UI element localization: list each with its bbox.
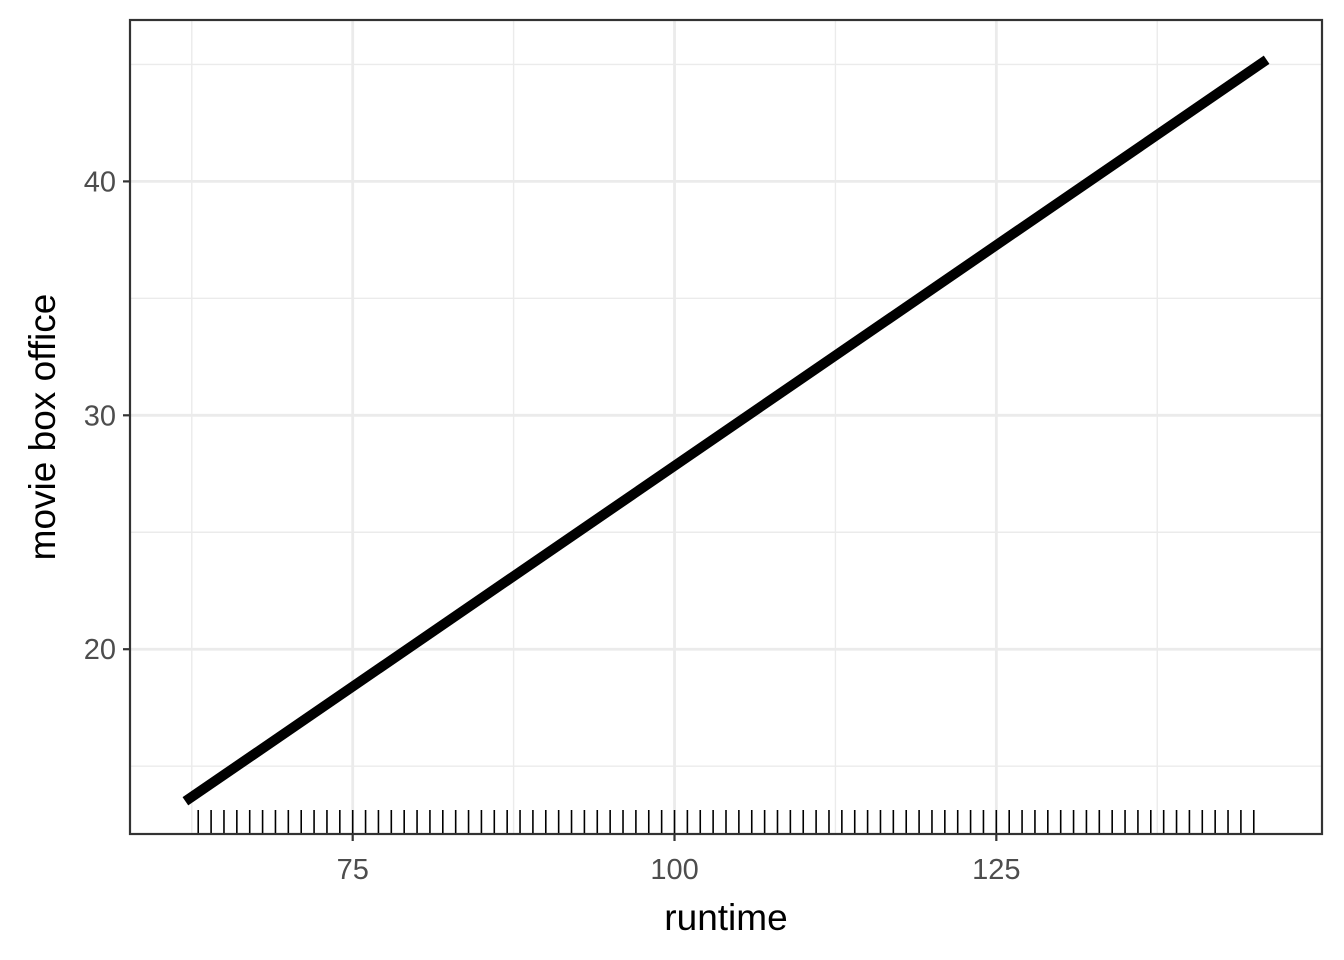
series-layer (182, 55, 1270, 806)
minor-gridlines (130, 20, 1322, 834)
y-tick-label: 40 (84, 166, 116, 198)
tick-labels: 75 100 125 20 30 40 (84, 166, 1021, 886)
y-tick-label: 20 (84, 634, 116, 666)
y-tick-label: 30 (84, 400, 116, 432)
x-tick-label: 125 (972, 854, 1020, 886)
regression-line (182, 55, 1270, 806)
axis-ticks (123, 180, 998, 841)
x-tick-label: 75 (337, 854, 369, 886)
major-gridlines (130, 20, 1322, 834)
y-axis-title: movie box office (22, 294, 63, 561)
x-tick-label: 100 (650, 854, 698, 886)
panel-border (128, 18, 1324, 836)
x-axis-title: runtime (664, 897, 787, 938)
rug-marks (197, 810, 1255, 834)
